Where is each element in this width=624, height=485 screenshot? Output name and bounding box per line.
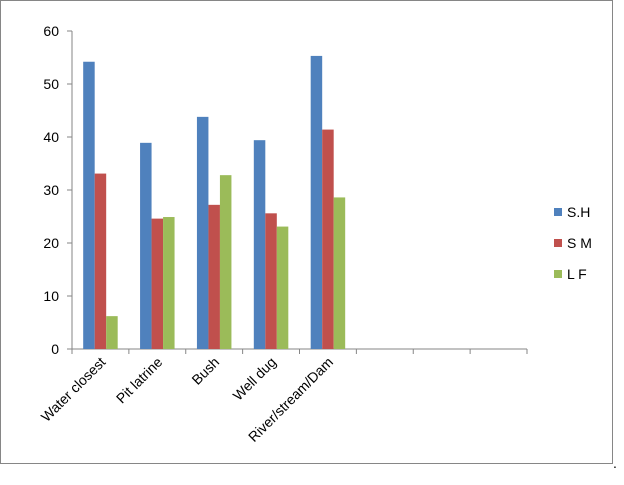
y-tick-label: 40 bbox=[43, 129, 59, 145]
bar-sm bbox=[94, 173, 107, 349]
y-tick-label: 50 bbox=[43, 76, 59, 92]
legend-swatch bbox=[554, 270, 562, 278]
bar-lf bbox=[106, 316, 118, 349]
bar-sh bbox=[83, 61, 95, 350]
bar-lf bbox=[163, 217, 175, 349]
legend-label: L F bbox=[567, 266, 587, 282]
bar-sh bbox=[140, 142, 152, 349]
bar-sm bbox=[265, 213, 277, 349]
y-tick-label: 60 bbox=[43, 23, 59, 39]
bar-lf bbox=[276, 226, 289, 349]
legend-swatch bbox=[554, 239, 562, 247]
bar-sm bbox=[322, 129, 334, 349]
y-tick-label: 20 bbox=[43, 235, 59, 251]
bar-lf bbox=[219, 175, 232, 349]
y-tick-label: 0 bbox=[51, 341, 59, 357]
trailing-period: . bbox=[613, 455, 617, 471]
legend-label: S M bbox=[567, 235, 592, 251]
y-tick-label: 10 bbox=[43, 288, 59, 304]
bar-sm bbox=[151, 218, 164, 349]
y-tick-label: 30 bbox=[43, 182, 59, 198]
bar-lf bbox=[333, 197, 346, 349]
bar-sh bbox=[310, 55, 323, 349]
bar-sm bbox=[208, 204, 220, 349]
bar-sh bbox=[196, 116, 209, 349]
legend-label: S.H bbox=[567, 204, 590, 220]
legend-swatch bbox=[554, 208, 562, 216]
bar-sh bbox=[253, 140, 266, 349]
